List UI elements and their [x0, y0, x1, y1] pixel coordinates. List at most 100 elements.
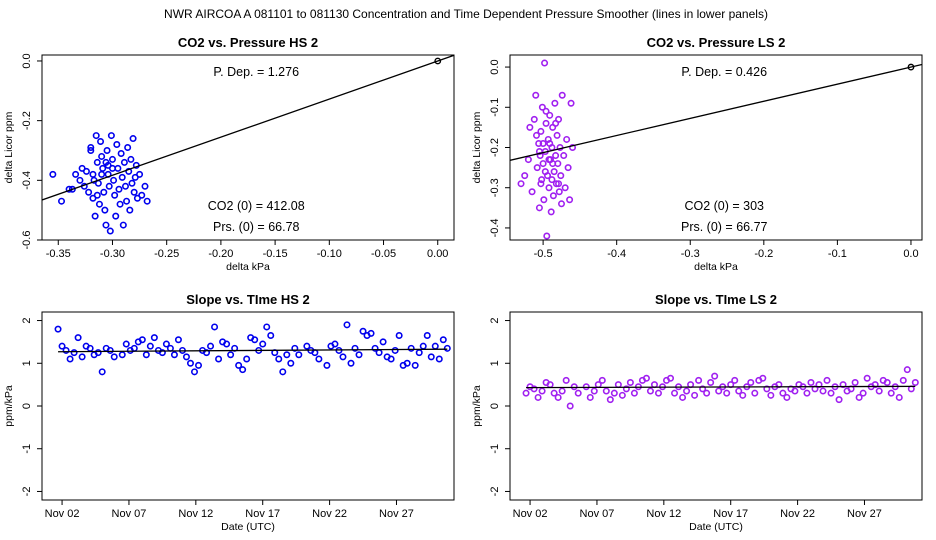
data-point: [903, 366, 911, 374]
data-point: [423, 331, 431, 339]
data-point: [127, 155, 135, 163]
data-point: [550, 389, 558, 397]
data-point: [535, 148, 543, 156]
data-point: [111, 191, 119, 199]
data-point: [548, 176, 556, 184]
annotation-co2-0: CO2 (0) = 303: [684, 199, 764, 213]
data-point: [110, 176, 118, 184]
data-point: [129, 135, 137, 143]
data-point: [186, 359, 194, 367]
data-point: [367, 329, 375, 337]
data-point: [553, 131, 561, 139]
data-point: [783, 393, 791, 401]
data-point: [899, 376, 907, 384]
data-point: [89, 170, 97, 178]
data-point: [791, 387, 799, 395]
data-point: [541, 59, 549, 67]
data-point: [85, 188, 93, 196]
data-point: [49, 170, 57, 178]
data-point: [124, 144, 132, 152]
y-tick-label: 0: [489, 403, 501, 409]
data-point: [108, 164, 116, 172]
x-tick-label: Nov 12: [178, 508, 213, 520]
plot-area: [510, 59, 922, 240]
data-point: [211, 323, 219, 331]
data-point: [142, 351, 150, 359]
data-point: [539, 160, 547, 168]
data-point: [98, 368, 106, 376]
data-point: [551, 99, 559, 107]
annotation-p-dep: P. Dep. = 1.276: [213, 65, 299, 79]
fit-line: [510, 63, 922, 161]
data-point: [359, 327, 367, 335]
x-tick-label: Nov 27: [379, 508, 414, 520]
y-tick-label: -1: [21, 444, 33, 454]
data-point: [863, 374, 871, 382]
data-point: [532, 91, 540, 99]
panel-title: Slope vs. TIme LS 2: [655, 292, 777, 307]
x-tick-label: -0.30: [100, 248, 125, 260]
y-tick-label: -0.4: [21, 171, 33, 190]
data-point: [105, 182, 113, 190]
data-point: [546, 139, 554, 147]
data-point: [195, 361, 203, 369]
data-point: [618, 391, 626, 399]
data-point: [121, 182, 129, 190]
fit-line: [58, 348, 448, 353]
y-tick-label: 0.0: [489, 59, 501, 74]
data-point: [558, 387, 566, 395]
data-point: [855, 393, 863, 401]
x-tick-label: 0.0: [903, 248, 918, 260]
data-point: [679, 393, 687, 401]
y-tick-label: -0.2: [489, 138, 501, 157]
panel-p1: CO2 vs. Pressure HS 2 -0.35 -0.30 -0.25 -0.2…: [3, 35, 455, 273]
data-point: [315, 355, 323, 363]
data-point: [875, 387, 883, 395]
data-point: [723, 389, 731, 397]
data-point: [435, 355, 443, 363]
data-point: [779, 389, 787, 397]
data-point: [379, 338, 387, 346]
x-tick-label: Nov 22: [780, 508, 815, 520]
data-point: [642, 374, 650, 382]
data-point: [136, 170, 144, 178]
data-point: [118, 351, 126, 359]
data-point: [561, 184, 569, 192]
data-point: [287, 359, 295, 367]
annotation-co2-0: CO2 (0) = 412.08: [208, 199, 305, 213]
data-point: [106, 346, 114, 354]
data-point: [540, 196, 548, 204]
data-point: [532, 131, 540, 139]
data-point: [851, 378, 859, 386]
data-point: [731, 376, 739, 384]
y-axis-label: delta Licor ppm: [3, 111, 15, 183]
x-tick-label: Nov 27: [847, 508, 882, 520]
data-point: [98, 170, 106, 178]
data-point: [54, 325, 62, 333]
data-point: [839, 381, 847, 389]
data-point: [170, 351, 178, 359]
data-point: [92, 132, 100, 140]
data-point: [371, 344, 379, 352]
data-point: [207, 342, 215, 350]
data-point: [545, 184, 553, 192]
data-point: [243, 355, 251, 363]
data-point: [558, 91, 566, 99]
panels: CO2 vs. Pressure HS 2-0.35 -0.30 -0.25 -0.2…: [3, 35, 923, 533]
data-point: [100, 188, 108, 196]
data-point: [606, 396, 614, 404]
x-tick-label: Nov 17: [245, 508, 280, 520]
data-point: [767, 391, 775, 399]
data-point: [542, 107, 550, 115]
data-point: [759, 374, 767, 382]
data-point: [114, 164, 122, 172]
data-point: [614, 381, 622, 389]
x-tick-label: Nov 12: [646, 508, 681, 520]
data-point: [691, 391, 699, 399]
y-tick-label: -2: [21, 487, 33, 497]
data-point: [646, 387, 654, 395]
y-tick-label: 0.0: [21, 53, 33, 68]
data-point: [566, 402, 574, 410]
y-tick-label: -0.6: [21, 231, 33, 250]
y-axis-label: delta Licor ppm: [471, 111, 483, 183]
